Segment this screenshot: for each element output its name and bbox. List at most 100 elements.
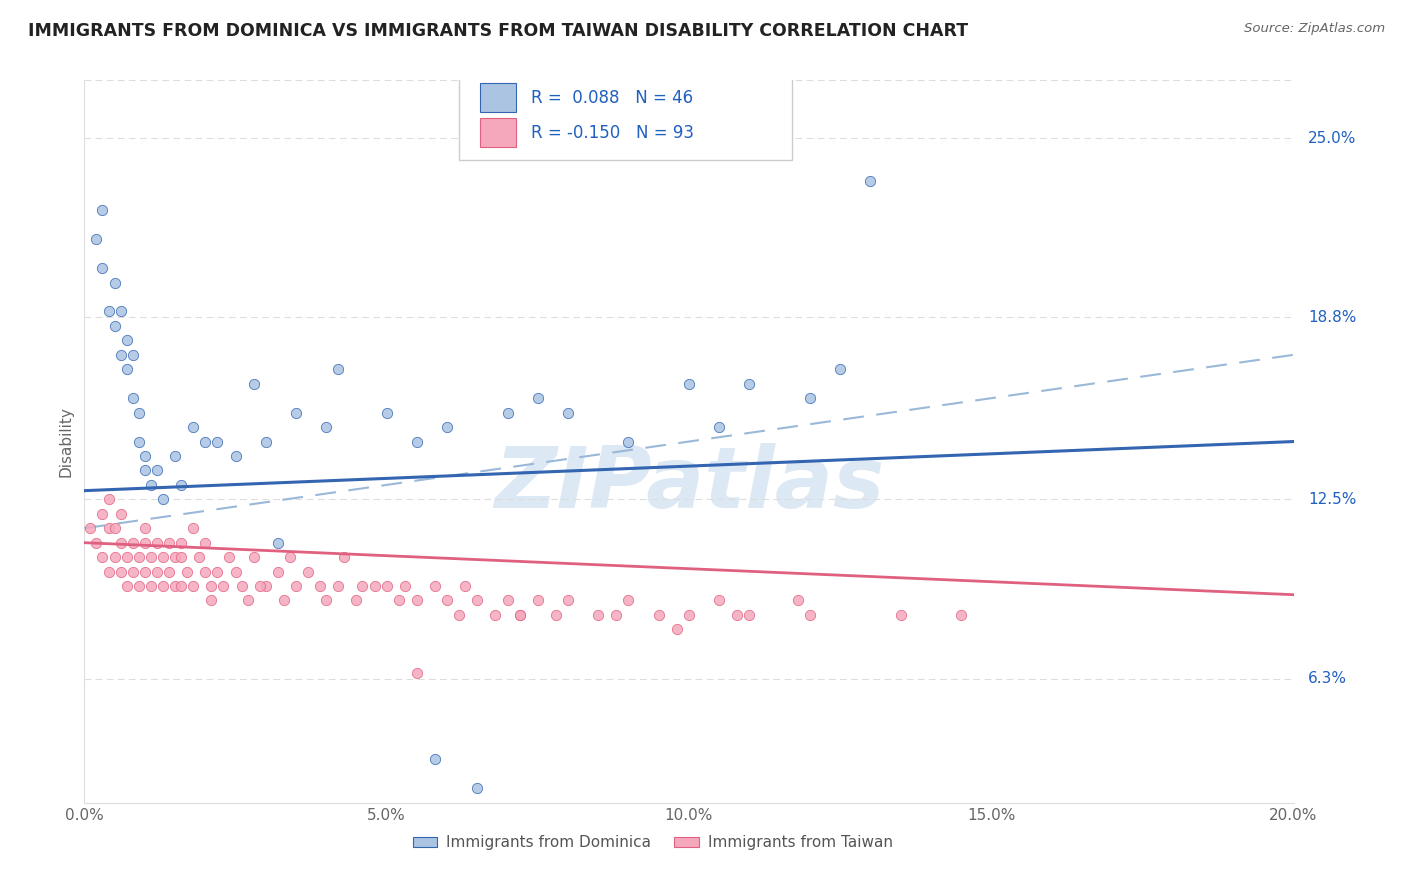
Point <box>97 304 120 318</box>
Point <box>110 565 132 579</box>
Point <box>509 607 531 622</box>
Point <box>165 579 187 593</box>
Point <box>509 607 531 622</box>
Text: Source: ZipAtlas.com: Source: ZipAtlas.com <box>1244 22 1385 36</box>
Point <box>346 593 368 607</box>
Text: 6.3%: 6.3% <box>1308 671 1347 686</box>
Point <box>128 434 150 449</box>
Point <box>218 550 240 565</box>
Point <box>134 449 156 463</box>
Point <box>557 593 579 607</box>
Point <box>91 507 114 521</box>
Point <box>297 565 319 579</box>
Point <box>104 521 127 535</box>
Point <box>86 535 108 549</box>
Point <box>170 550 193 565</box>
Point <box>200 579 222 593</box>
Point <box>104 318 127 333</box>
Point <box>527 391 550 405</box>
Point <box>207 565 229 579</box>
Point <box>799 607 821 622</box>
Point <box>97 492 120 507</box>
Point <box>249 579 271 593</box>
Point <box>146 535 169 549</box>
Point <box>496 593 519 607</box>
Point <box>605 607 627 622</box>
Point <box>110 348 132 362</box>
Text: 12.5%: 12.5% <box>1308 491 1357 507</box>
Point <box>467 781 489 796</box>
Point <box>830 362 852 376</box>
Point <box>91 261 114 276</box>
Point <box>799 391 821 405</box>
Point <box>423 579 446 593</box>
Point <box>134 565 156 579</box>
Point <box>333 550 356 565</box>
Point <box>110 507 132 521</box>
Y-axis label: Disability: Disability <box>58 406 73 477</box>
Point <box>648 607 671 622</box>
Point <box>181 521 204 535</box>
Point <box>134 521 156 535</box>
Point <box>236 593 259 607</box>
Point <box>617 593 640 607</box>
Point <box>170 579 193 593</box>
FancyBboxPatch shape <box>479 83 516 112</box>
Point <box>254 434 277 449</box>
Point <box>170 478 193 492</box>
Point <box>665 623 688 637</box>
Point <box>738 376 761 391</box>
Point <box>121 565 143 579</box>
Point <box>388 593 411 607</box>
Point <box>165 550 187 565</box>
Point <box>254 579 277 593</box>
Point <box>527 593 550 607</box>
Point <box>104 550 127 565</box>
Point <box>139 550 162 565</box>
Point <box>97 521 120 535</box>
Point <box>725 607 748 622</box>
Point <box>557 406 579 420</box>
Point <box>484 607 506 622</box>
Point <box>134 535 156 549</box>
Point <box>406 665 429 680</box>
Point <box>152 550 174 565</box>
Point <box>121 391 143 405</box>
Point <box>328 362 350 376</box>
Point <box>200 593 222 607</box>
Point <box>170 535 193 549</box>
Point <box>157 535 180 549</box>
Point <box>278 550 301 565</box>
Point <box>467 593 489 607</box>
Point <box>128 406 150 420</box>
Point <box>273 593 295 607</box>
Point <box>212 579 235 593</box>
Point <box>79 521 101 535</box>
Point <box>176 565 198 579</box>
Point <box>375 579 398 593</box>
Point <box>678 607 700 622</box>
Point <box>86 232 108 246</box>
Text: R =  0.088   N = 46: R = 0.088 N = 46 <box>530 88 693 107</box>
Point <box>231 579 253 593</box>
Point <box>786 593 808 607</box>
Point <box>890 607 912 622</box>
Point <box>406 593 429 607</box>
Point <box>242 376 264 391</box>
Point <box>375 406 398 420</box>
Point <box>121 535 143 549</box>
Point <box>134 463 156 477</box>
Point <box>267 535 290 549</box>
Point <box>188 550 211 565</box>
Point <box>110 535 132 549</box>
Point <box>544 607 567 622</box>
Point <box>91 550 114 565</box>
Point <box>394 579 416 593</box>
Text: 18.8%: 18.8% <box>1308 310 1357 325</box>
Point <box>315 593 337 607</box>
Point <box>121 348 143 362</box>
Point <box>315 420 337 434</box>
Point <box>678 376 700 391</box>
Point <box>423 752 446 766</box>
Point <box>738 607 761 622</box>
